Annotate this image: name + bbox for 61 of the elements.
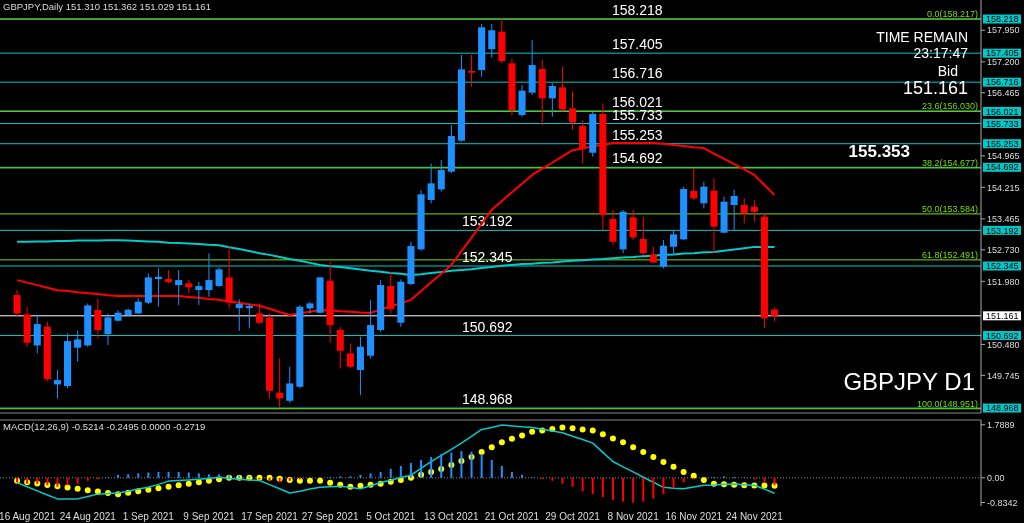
text: 155.353 xyxy=(848,142,910,161)
annotation: 150.692 xyxy=(462,318,513,335)
annotation: 38.2(154.677) xyxy=(921,157,978,168)
annotation: 156.716 xyxy=(612,65,663,82)
x-tick-label: 13 Oct 2021 xyxy=(424,511,480,522)
x-tick-label: 24 Aug 2021 xyxy=(59,511,117,522)
annotation: 100.0(148.951) xyxy=(916,398,978,409)
y-tick-label: 0.00 xyxy=(987,472,1005,483)
ref-line-label: 155.253 xyxy=(986,138,1019,149)
annotation: 157.405 xyxy=(612,36,663,53)
x-tick-label: 16 Nov 2021 xyxy=(665,511,723,522)
y-tick-label: 153.465 xyxy=(987,214,1020,225)
text: Bid xyxy=(937,63,958,79)
annotation: 152.345 xyxy=(462,249,513,266)
annotation: 23.6(156.030) xyxy=(921,101,978,112)
x-tick-label: 5 Oct 2021 xyxy=(366,511,416,522)
annotation: 50.0(153.584) xyxy=(921,203,978,214)
ref-line-label: 151.161 xyxy=(986,310,1019,321)
x-tick-label: 21 Oct 2021 xyxy=(484,511,540,522)
x-tick-label: 1 Sep 2021 xyxy=(122,511,175,522)
chart-title: MACD(12,26,9) -0.5214 -0.2495 0.0000 -0.2719 xyxy=(3,421,206,432)
x-tick-label: 9 Sep 2021 xyxy=(183,511,235,522)
ref-line-label: 154.692 xyxy=(986,162,1019,173)
y-tick-label: 150.480 xyxy=(987,339,1020,350)
ref-line-label: 153.192 xyxy=(986,225,1019,236)
x-tick-label: 16 Aug 2021 xyxy=(0,511,56,522)
y-tick-label: 1.7889 xyxy=(987,419,1015,430)
y-tick-label: 157.950 xyxy=(987,25,1020,36)
y-tick-label: 154.965 xyxy=(987,150,1020,161)
x-tick-label: 8 Nov 2021 xyxy=(607,511,660,522)
y-tick-label: 149.745 xyxy=(987,370,1020,381)
annotation: 61.8(152.491) xyxy=(921,249,978,260)
y-tick-label: 154.215 xyxy=(987,182,1020,193)
y-tick-label: 152.730 xyxy=(987,244,1020,255)
ref-line-label: 158.218 xyxy=(986,14,1019,25)
annotation: 0.0(158.217) xyxy=(926,9,978,20)
ref-line-label: 157.405 xyxy=(986,48,1019,59)
annotation: 158.218 xyxy=(612,2,663,19)
chart-title: GBPJPY,Daily 151.310 151.362 151.029 151.161 xyxy=(3,1,211,12)
ref-line-label: 155.733 xyxy=(986,118,1019,129)
text: TIME REMAIN xyxy=(876,29,968,45)
ref-line-label: 156.716 xyxy=(986,77,1019,88)
x-tick-label: 24 Nov 2021 xyxy=(725,511,784,522)
annotation: 156.021 xyxy=(612,94,663,111)
y-tick-label: -0.8342 xyxy=(987,497,1018,508)
ref-line-label: 148.968 xyxy=(986,403,1019,414)
annotation: 154.692 xyxy=(612,150,663,167)
x-tick-label: 29 Oct 2021 xyxy=(545,511,601,522)
annotation: 148.968 xyxy=(462,391,513,408)
ref-line-label: 150.692 xyxy=(986,330,1019,341)
text: 23:17:47 xyxy=(913,45,969,61)
ref-line-label: 156.021 xyxy=(986,106,1019,117)
y-tick-label: 151.980 xyxy=(987,276,1020,287)
text: 151.161 xyxy=(902,78,968,98)
text: GBPJPY D1 xyxy=(843,368,975,395)
y-tick-label: 157.200 xyxy=(987,56,1020,67)
y-tick-label: 156.465 xyxy=(987,87,1020,98)
x-tick-label: 17 Sep 2021 xyxy=(241,511,299,522)
x-tick-label: 27 Sep 2021 xyxy=(301,511,359,522)
annotation: 155.253 xyxy=(612,126,663,143)
ref-line-label: 152.345 xyxy=(986,261,1019,272)
